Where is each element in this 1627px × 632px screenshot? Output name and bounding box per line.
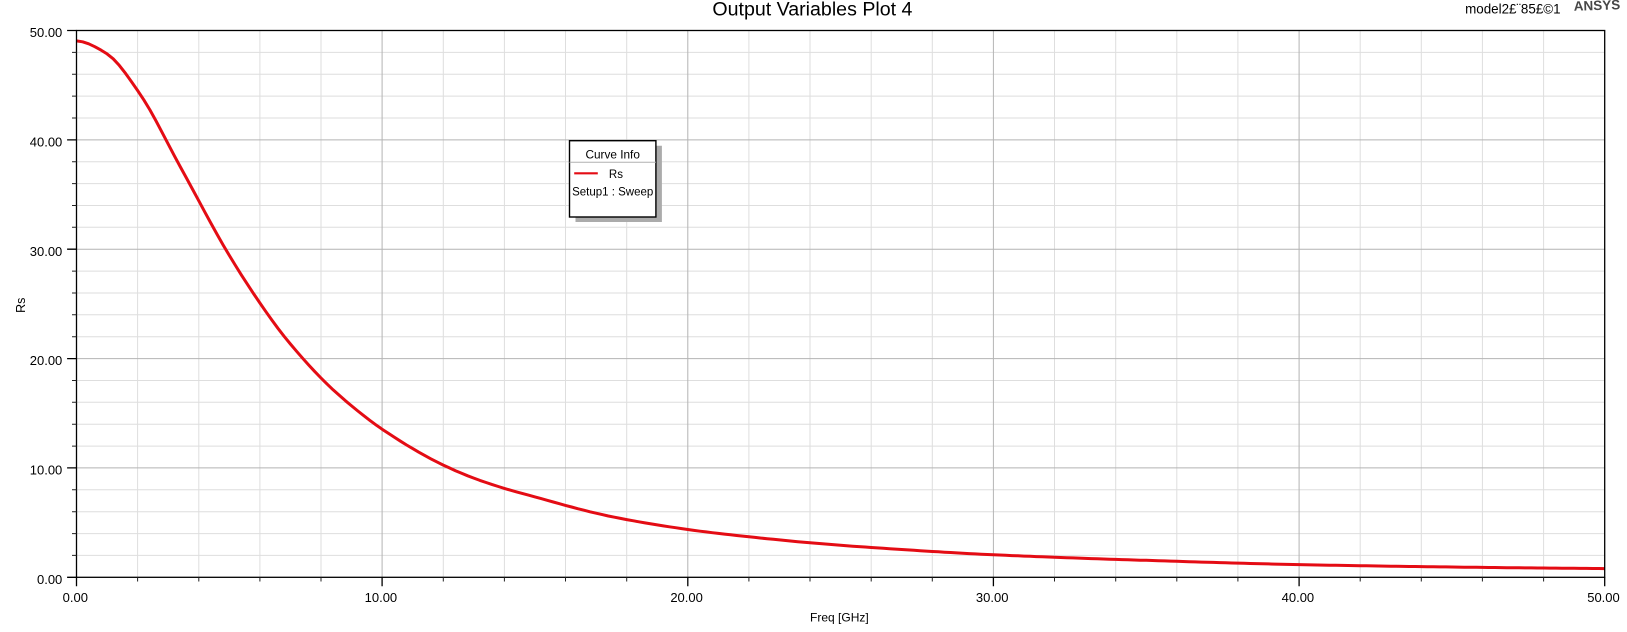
svg-text:20.00: 20.00 [670,590,703,605]
svg-text:model2£¨85£©1: model2£¨85£©1 [1465,1,1560,16]
svg-text:Rs: Rs [14,298,28,313]
svg-text:20.00: 20.00 [30,353,63,368]
svg-text:10.00: 10.00 [30,463,63,478]
svg-text:Rs: Rs [609,169,623,181]
svg-text:40.00: 40.00 [1282,590,1315,605]
svg-text:30.00: 30.00 [976,590,1009,605]
svg-text:30.00: 30.00 [30,244,63,259]
svg-text:Output Variables Plot 4: Output Variables Plot 4 [712,0,912,21]
svg-text:Curve Info: Curve Info [585,147,640,161]
svg-text:40.00: 40.00 [30,135,63,150]
svg-text:Setup1 : Sweep: Setup1 : Sweep [572,187,653,199]
svg-text:0.00: 0.00 [63,590,88,605]
svg-text:50.00: 50.00 [1587,590,1620,605]
svg-text:50.00: 50.00 [30,25,63,40]
svg-text:Freq [GHz]: Freq [GHz] [810,611,869,625]
svg-text:ANSYS: ANSYS [1574,0,1621,14]
svg-text:10.00: 10.00 [365,590,398,605]
svg-text:0.00: 0.00 [37,572,62,587]
